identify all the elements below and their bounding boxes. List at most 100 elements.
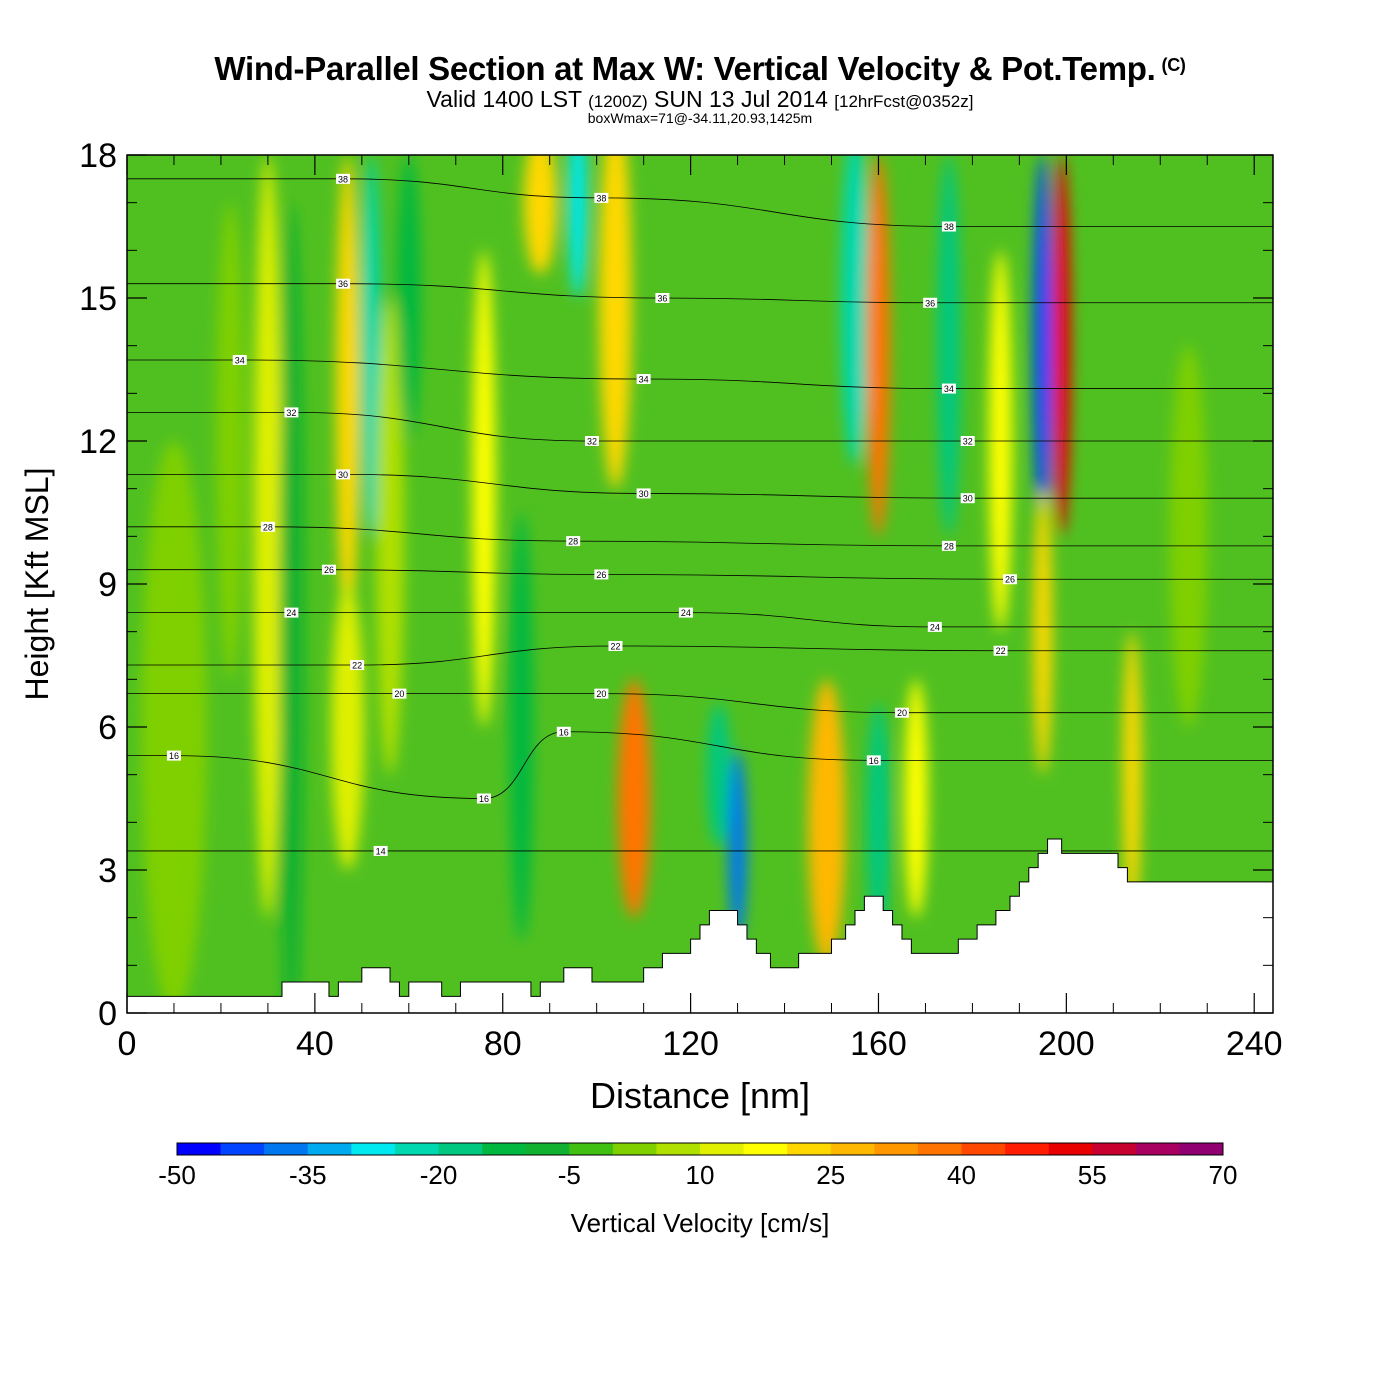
x-tick-label: 160 — [850, 1025, 907, 1063]
colorbar-segment — [1048, 1143, 1093, 1155]
colorbar-segment — [351, 1143, 396, 1155]
contour-label-19: 26 — [594, 569, 609, 580]
theta-contour-38 — [127, 178, 1273, 227]
svg-text:34: 34 — [639, 375, 649, 385]
colorbar-tick-label: -50 — [158, 1160, 196, 1190]
terrain-mask — [127, 838, 1273, 1013]
svg-text:22: 22 — [610, 641, 620, 651]
contour-label-31: 16 — [556, 726, 571, 737]
contour-label-29: 20 — [894, 707, 909, 718]
contour-label-27: 20 — [392, 688, 407, 699]
y-tick-label: 9 — [98, 566, 117, 604]
colorbar-segment — [1179, 1143, 1224, 1155]
box-wmax-info: boxWmax=71@-34.11,20.93,1425m — [587, 110, 813, 126]
contour-label-14: 30 — [960, 493, 975, 504]
velocity-cell-3 — [279, 202, 304, 1013]
contour-label-7: 34 — [636, 374, 651, 385]
svg-text:20: 20 — [596, 689, 606, 699]
svg-text:32: 32 — [963, 437, 973, 447]
svg-text:24: 24 — [681, 608, 691, 618]
contour-label-18: 26 — [321, 564, 336, 575]
velocity-cell-26 — [1052, 155, 1072, 537]
colorbar-segment — [1092, 1143, 1137, 1155]
contour-label-34: 14 — [373, 845, 388, 856]
colorbar-segment — [394, 1143, 439, 1155]
svg-text:36: 36 — [925, 298, 935, 308]
velocity-cell-22 — [904, 679, 928, 918]
theta-contour-22 — [127, 645, 1273, 666]
y-axis-label: Height [Kft MSL] — [19, 468, 55, 701]
svg-text:16: 16 — [169, 751, 179, 761]
colorbar-segment — [438, 1143, 483, 1155]
svg-text:16: 16 — [479, 794, 489, 804]
svg-text:26: 26 — [1005, 575, 1015, 585]
svg-text:36: 36 — [657, 294, 667, 304]
svg-text:32: 32 — [587, 437, 597, 447]
colorbar-tick-label: 55 — [1078, 1160, 1107, 1190]
y-tick-label: 15 — [79, 280, 117, 318]
velocity-cell-25 — [1033, 155, 1053, 537]
colorbar: -50 -35 -20 -5 10 25 40 55 70 — [158, 1142, 1237, 1190]
velocity-cell-4 — [336, 155, 360, 632]
contour-label-12: 30 — [336, 469, 351, 480]
contour-label-20: 26 — [1002, 574, 1017, 585]
colorbar-tick-label: 40 — [947, 1160, 976, 1190]
velocity-cell-28 — [1122, 631, 1142, 918]
velocity-cell-17 — [707, 703, 731, 847]
contour-label-5: 36 — [923, 297, 938, 308]
colorbar-segment — [307, 1143, 352, 1155]
y-tick-label: 0 — [98, 995, 117, 1033]
colorbar-tick-label: 10 — [686, 1160, 715, 1190]
x-tick-label: 0 — [118, 1025, 137, 1063]
contour-label-3: 36 — [336, 278, 351, 289]
contour-label-28: 20 — [594, 688, 609, 699]
x-axis-label: Distance [nm] — [590, 1075, 810, 1116]
colorbar-frame — [176, 1142, 1224, 1156]
contour-label-10: 32 — [584, 436, 599, 447]
colorbar-label: Vertical Velocity [cm/s] — [571, 1208, 830, 1238]
chart-subtitle: Valid 1400 LST (1200Z) SUN 13 Jul 2014 [… — [426, 86, 974, 112]
x-tick-label: 240 — [1226, 1025, 1283, 1063]
svg-text:34: 34 — [944, 384, 954, 394]
colorbar-segment — [656, 1143, 701, 1155]
colorbar-segment — [1005, 1143, 1049, 1155]
svg-text:20: 20 — [897, 708, 907, 718]
colorbar-tick-label: 25 — [816, 1160, 845, 1190]
contour-label-0: 38 — [336, 173, 351, 184]
colorbar-segment — [830, 1143, 875, 1155]
contour-label-1: 38 — [594, 192, 609, 203]
contour-label-25: 22 — [608, 640, 623, 651]
contour-label-21: 24 — [284, 607, 299, 618]
velocity-cell-6 — [361, 155, 381, 537]
contour-label-24: 22 — [350, 660, 365, 671]
svg-text:30: 30 — [639, 489, 649, 499]
theta-contour-32 — [127, 411, 1273, 442]
colorbar-tick-label: -35 — [289, 1160, 327, 1190]
colorbar-segment — [1135, 1143, 1180, 1155]
svg-text:20: 20 — [394, 689, 404, 699]
svg-text:28: 28 — [944, 541, 954, 551]
velocity-cell-11 — [523, 155, 557, 275]
colorbar-tick-label: -5 — [558, 1160, 581, 1190]
velocity-cell-19 — [840, 155, 870, 465]
y-tick-label: 3 — [98, 852, 117, 890]
velocity-cell-18 — [808, 679, 846, 966]
svg-text:36: 36 — [338, 279, 348, 289]
colorbar-segment — [220, 1143, 265, 1155]
velocity-cell-5 — [331, 584, 365, 870]
svg-text:38: 38 — [944, 222, 954, 232]
svg-text:26: 26 — [596, 570, 606, 580]
velocity-cell-9 — [472, 250, 496, 728]
contour-label-8: 34 — [941, 383, 956, 394]
x-tick-label: 120 — [662, 1025, 719, 1063]
velocity-cell-0 — [141, 441, 207, 1013]
y-tick-label: 12 — [79, 423, 117, 461]
contour-label-22: 24 — [678, 607, 693, 618]
velocity-cell-15 — [599, 155, 632, 489]
colorbar-segment — [264, 1143, 309, 1155]
x-tick-label: 200 — [1038, 1025, 1095, 1063]
y-tick-label: 18 — [79, 137, 117, 175]
svg-text:28: 28 — [568, 537, 578, 547]
svg-text:24: 24 — [930, 622, 940, 632]
contour-label-23: 24 — [927, 621, 942, 632]
